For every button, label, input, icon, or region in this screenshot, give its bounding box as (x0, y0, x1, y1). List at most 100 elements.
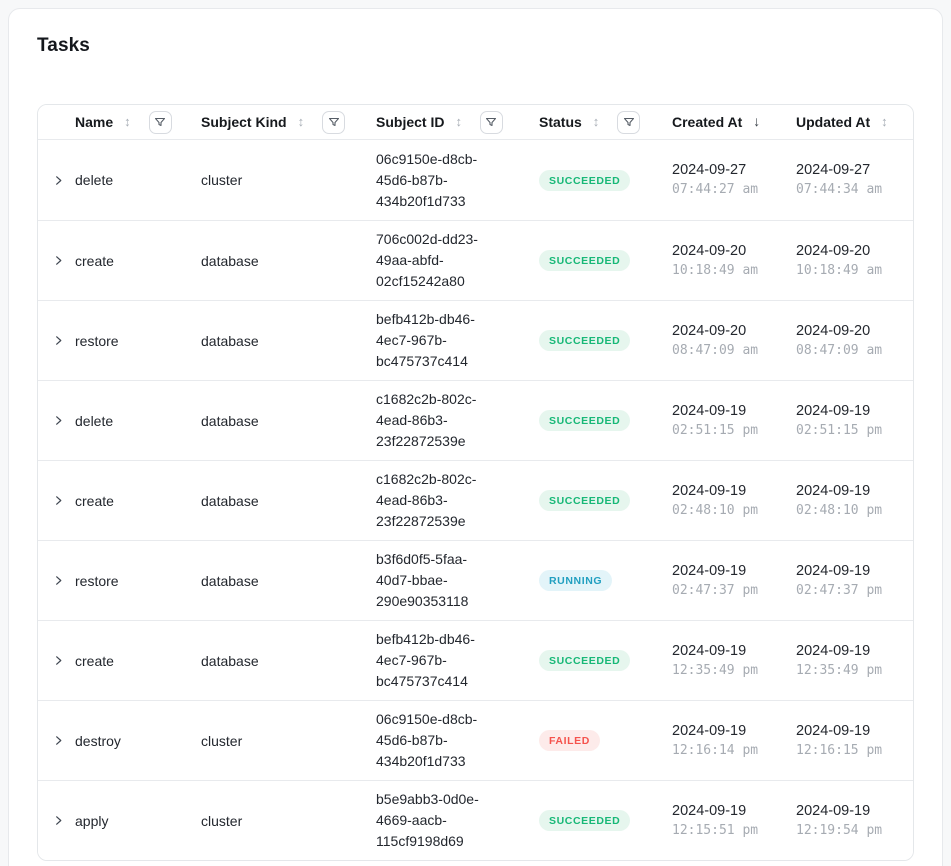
status-badge: FAILED (539, 730, 600, 751)
table-row[interactable]: delete cluster 06c9150e-d8cb-45d6-b87b-4… (38, 140, 913, 220)
subject-kind: database (201, 652, 259, 669)
subject-id: befb412b-db46-4ec7-967b-bc475737c414 (376, 311, 475, 369)
expand-chevron-icon[interactable] (53, 575, 64, 586)
table-row[interactable]: create database c1682c2b-802c-4ead-86b3-… (38, 460, 913, 540)
created-at-date: 2024-09-19 (672, 482, 747, 499)
subject-id: c1682c2b-802c-4ead-86b3-23f22872539e (376, 471, 477, 529)
subject-kind: database (201, 492, 259, 509)
created-at-date: 2024-09-20 (672, 322, 747, 339)
created-at-time: 02:48:10 pm (672, 502, 759, 518)
table-row[interactable]: apply cluster b5e9abb3-0d0e-4669-aacb-11… (38, 780, 913, 860)
updated-at-date: 2024-09-19 (796, 562, 871, 579)
updated-at-time: 12:35:49 pm (796, 662, 883, 678)
subject-id: b3f6d0f5-5faa-40d7-bbae-290e90353118 (376, 551, 469, 609)
updated-at-time: 08:47:09 am (796, 342, 883, 358)
filter-icon[interactable] (148, 110, 172, 134)
filter-icon[interactable] (322, 110, 346, 134)
expand-chevron-icon[interactable] (53, 735, 64, 746)
table-row[interactable]: destroy cluster 06c9150e-d8cb-45d6-b87b-… (38, 700, 913, 780)
created-at-time: 02:51:15 pm (672, 422, 759, 438)
subject-id: befb412b-db46-4ec7-967b-bc475737c414 (376, 631, 475, 689)
subject-kind: database (201, 332, 259, 349)
created-at-date: 2024-09-19 (672, 802, 747, 819)
subject-kind: database (201, 412, 259, 429)
task-name: delete (75, 172, 114, 188)
table-row[interactable]: restore database befb412b-db46-4ec7-967b… (38, 300, 913, 380)
column-label[interactable]: Subject ID (376, 114, 445, 130)
subject-kind: cluster (201, 812, 243, 829)
created-at-time: 02:47:37 pm (672, 582, 759, 598)
updated-at-date: 2024-09-20 (796, 322, 871, 339)
task-name: create (75, 652, 114, 669)
sort-icon[interactable]: ↕ (124, 113, 131, 129)
status-badge: SUCCEEDED (539, 169, 631, 191)
created-at-date: 2024-09-19 (672, 642, 747, 659)
task-name: delete (75, 412, 114, 429)
filter-icon[interactable] (617, 110, 641, 134)
sort-icon[interactable]: ↕ (455, 113, 462, 129)
tasks-table: Name ↕ Subject Kind ↕ Subject ID ↕ Statu… (37, 104, 914, 861)
updated-at-date: 2024-09-19 (796, 482, 871, 499)
status-badge: SUCCEEDED (539, 490, 631, 511)
updated-at-date: 2024-09-19 (796, 642, 871, 659)
task-name: restore (75, 572, 119, 589)
created-at-time: 12:16:14 pm (672, 742, 759, 758)
created-at-date: 2024-09-20 (672, 242, 747, 259)
expand-chevron-icon[interactable] (53, 655, 64, 666)
sort-icon[interactable]: ↕ (592, 113, 600, 129)
created-at-time: 10:18:49 am (672, 262, 759, 278)
status-badge: RUNNING (539, 570, 613, 591)
column-label[interactable]: Status (539, 114, 582, 130)
expand-chevron-icon[interactable] (53, 255, 64, 266)
updated-at-date: 2024-09-20 (796, 242, 871, 259)
updated-at-time: 12:16:15 pm (796, 742, 883, 758)
table-row[interactable]: create database 706c002d-dd23-49aa-abfd-… (38, 220, 913, 300)
created-at-date: 2024-09-19 (672, 402, 747, 419)
column-label[interactable]: Updated At (796, 114, 871, 130)
subject-kind: cluster (201, 732, 243, 749)
table-row[interactable]: create database befb412b-db46-4ec7-967b-… (38, 620, 913, 700)
subject-id: 06c9150e-d8cb-45d6-b87b-434b20f1d733 (376, 150, 478, 209)
updated-at-date: 2024-09-27 (796, 162, 871, 178)
column-label[interactable]: Name (75, 114, 114, 130)
updated-at-date: 2024-09-19 (796, 402, 871, 419)
column-label[interactable]: Created At (672, 114, 743, 130)
column-label[interactable]: Subject Kind (201, 114, 287, 130)
created-at-time: 12:15:51 pm (672, 822, 759, 838)
task-name: apply (75, 812, 109, 829)
updated-at-time: 02:51:15 pm (796, 422, 883, 438)
status-badge: SUCCEEDED (539, 650, 631, 671)
expand-chevron-icon[interactable] (53, 815, 64, 826)
created-at-time: 12:35:49 pm (672, 662, 759, 678)
sort-icon[interactable]: ↓ (753, 113, 761, 129)
task-name: create (75, 492, 114, 509)
table-row[interactable]: restore database b3f6d0f5-5faa-40d7-bbae… (38, 540, 913, 620)
filter-icon[interactable] (479, 110, 503, 134)
table-header-row: Name ↕ Subject Kind ↕ Subject ID ↕ Statu… (38, 105, 913, 140)
expand-chevron-icon[interactable] (53, 495, 64, 506)
created-at-time: 08:47:09 am (672, 342, 759, 358)
subject-kind: cluster (201, 172, 243, 188)
status-badge: SUCCEEDED (539, 410, 631, 431)
updated-at-date: 2024-09-19 (796, 802, 871, 819)
subject-kind: database (201, 572, 259, 589)
created-at-date: 2024-09-19 (672, 562, 747, 579)
updated-at-time: 07:44:34 am (796, 182, 883, 197)
subject-id: 06c9150e-d8cb-45d6-b87b-434b20f1d733 (376, 711, 478, 769)
expand-chevron-icon[interactable] (53, 335, 64, 346)
table-row[interactable]: delete database c1682c2b-802c-4ead-86b3-… (38, 380, 913, 460)
updated-at-date: 2024-09-19 (796, 722, 871, 739)
subject-id: 706c002d-dd23-49aa-abfd-02cf15242a80 (376, 231, 478, 289)
updated-at-time: 02:48:10 pm (796, 502, 883, 518)
subject-id: b5e9abb3-0d0e-4669-aacb-115cf9198d69 (376, 791, 479, 849)
updated-at-time: 02:47:37 pm (796, 582, 883, 598)
created-at-time: 07:44:27 am (672, 182, 759, 197)
page-title: Tasks (37, 35, 90, 56)
table-body: delete cluster 06c9150e-d8cb-45d6-b87b-4… (38, 140, 913, 860)
sort-icon[interactable]: ↕ (881, 113, 888, 129)
status-badge: SUCCEEDED (539, 810, 631, 831)
expand-chevron-icon[interactable] (53, 175, 64, 186)
expand-chevron-icon[interactable] (53, 415, 64, 426)
sort-icon[interactable]: ↕ (297, 113, 305, 129)
subject-id: c1682c2b-802c-4ead-86b3-23f22872539e (376, 391, 477, 449)
